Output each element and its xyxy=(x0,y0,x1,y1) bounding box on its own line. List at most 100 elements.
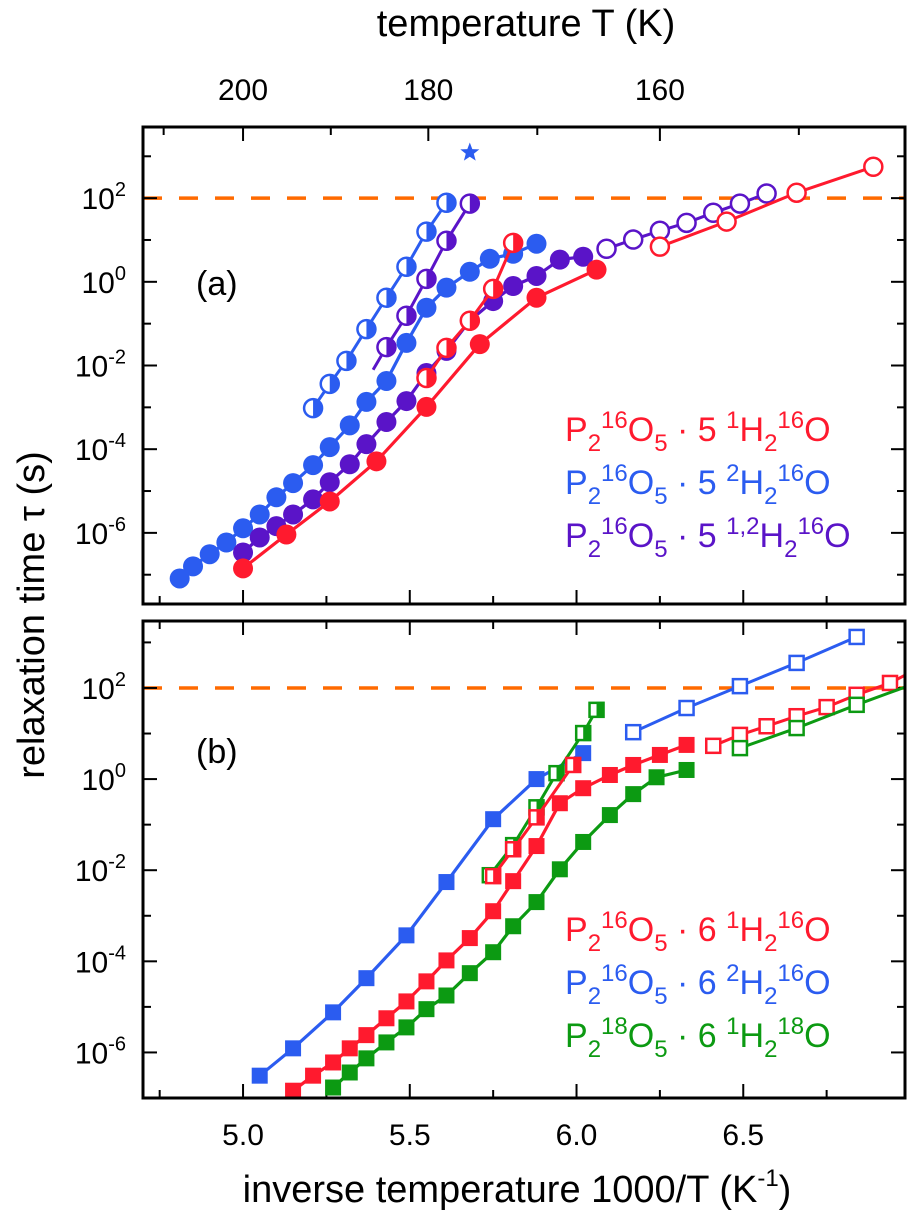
legend-text-part: P xyxy=(565,411,588,449)
data-point xyxy=(436,277,457,298)
legend-text-part: · 5 xyxy=(668,517,727,555)
marker-half-fill xyxy=(386,338,396,357)
data-point xyxy=(548,764,565,782)
top-tick-label: 160 xyxy=(635,74,685,107)
series-red-half xyxy=(416,232,524,389)
y-tick-label-base: 10 xyxy=(82,183,115,216)
y-tick-label-base: 10 xyxy=(75,518,108,551)
data-point xyxy=(436,192,457,213)
marker-half-fill xyxy=(513,841,522,858)
data-point xyxy=(285,1082,302,1098)
data-point xyxy=(285,1040,302,1057)
legend-sup: 16 xyxy=(777,460,804,487)
y-tick-label: 10-2 xyxy=(75,851,126,888)
data-point xyxy=(484,867,502,885)
data-point xyxy=(249,504,270,525)
y-tick-label: 10-4 xyxy=(75,430,126,467)
marker-half-fill xyxy=(313,399,323,418)
legend-sup: 16 xyxy=(601,907,628,934)
data-point xyxy=(651,746,668,763)
data-point xyxy=(678,699,695,717)
data-point xyxy=(526,233,547,254)
plot-frame xyxy=(141,619,907,1100)
data-point xyxy=(233,558,254,579)
data-point xyxy=(676,212,697,234)
legend-sub: 5 xyxy=(654,536,667,563)
data-point xyxy=(504,840,522,858)
data-point xyxy=(398,993,415,1010)
legend-sub: 5 xyxy=(654,983,667,1010)
y-tick-label: 102 xyxy=(82,669,127,706)
data-point xyxy=(416,297,437,318)
data-point xyxy=(319,472,340,493)
data-point xyxy=(418,1001,435,1018)
data-point xyxy=(376,336,397,358)
legend-sup: 18 xyxy=(601,1013,628,1040)
data-point xyxy=(356,391,377,412)
bottom-axis-title-sup: -1 xyxy=(757,1165,778,1192)
series-purple-half xyxy=(371,193,481,371)
data-point xyxy=(416,268,437,290)
legend-text-part: O xyxy=(628,411,654,449)
legend-sub: 2 xyxy=(764,430,777,457)
legend-text-part: H xyxy=(760,517,785,555)
legend-sub: 2 xyxy=(784,536,797,563)
legend-sub: 2 xyxy=(588,983,601,1010)
data-point xyxy=(398,1019,415,1036)
series-blue-none xyxy=(624,628,865,741)
marker-half-fill xyxy=(596,701,605,718)
legend-entry-green: P218O5 · 6 1H218O xyxy=(565,1013,831,1063)
legend-sub: 2 xyxy=(588,930,601,957)
y-tick-label-base: 10 xyxy=(82,764,115,797)
plot-frame xyxy=(141,125,907,606)
legend-entry-purple: P216O5 · 5 1,2H216O xyxy=(565,513,851,563)
data-point xyxy=(881,674,899,692)
data-point xyxy=(436,230,457,252)
legend-entry-red: P216O5 · 5 1H216O xyxy=(565,407,831,457)
data-point xyxy=(528,838,545,855)
data-point xyxy=(601,766,618,783)
data-point xyxy=(625,756,642,773)
marker-half-fill xyxy=(573,756,582,773)
data-point xyxy=(731,677,749,695)
x-tick-label: 6.0 xyxy=(556,1119,598,1152)
data-point xyxy=(199,544,220,565)
y-tick-label-exponent: -4 xyxy=(108,942,126,964)
data-point xyxy=(528,894,545,911)
data-point xyxy=(758,717,775,735)
panel-label: (a) xyxy=(196,265,238,303)
x-tick-label: 6.5 xyxy=(722,1119,764,1152)
marker-half-fill xyxy=(329,374,339,393)
data-point xyxy=(503,276,524,296)
marker-half-fill xyxy=(406,306,416,325)
legend-sup: 16 xyxy=(601,460,628,487)
legend-text-part: O xyxy=(804,411,830,449)
series-blue-half xyxy=(302,192,457,419)
data-point xyxy=(485,811,502,828)
data-point xyxy=(485,903,502,920)
data-point xyxy=(325,1079,342,1096)
data-point xyxy=(863,156,884,177)
marker-half-fill xyxy=(536,809,545,826)
data-point xyxy=(396,256,417,278)
y-tick-label-base: 10 xyxy=(75,434,108,467)
data-point xyxy=(848,628,865,646)
data-point xyxy=(731,726,749,744)
data-point xyxy=(788,654,805,672)
data-point xyxy=(249,527,270,548)
data-point xyxy=(649,236,671,257)
data-point xyxy=(339,415,360,436)
data-point xyxy=(573,246,594,267)
series-group xyxy=(251,628,905,1098)
x-tick-label: 5.5 xyxy=(389,1119,431,1152)
data-point xyxy=(601,807,618,824)
data-point xyxy=(436,337,457,359)
data-point xyxy=(339,454,360,475)
bottom-axis-title-end: ) xyxy=(779,1169,792,1211)
series-red-half xyxy=(484,756,582,885)
legend-sub: 5 xyxy=(654,430,667,457)
